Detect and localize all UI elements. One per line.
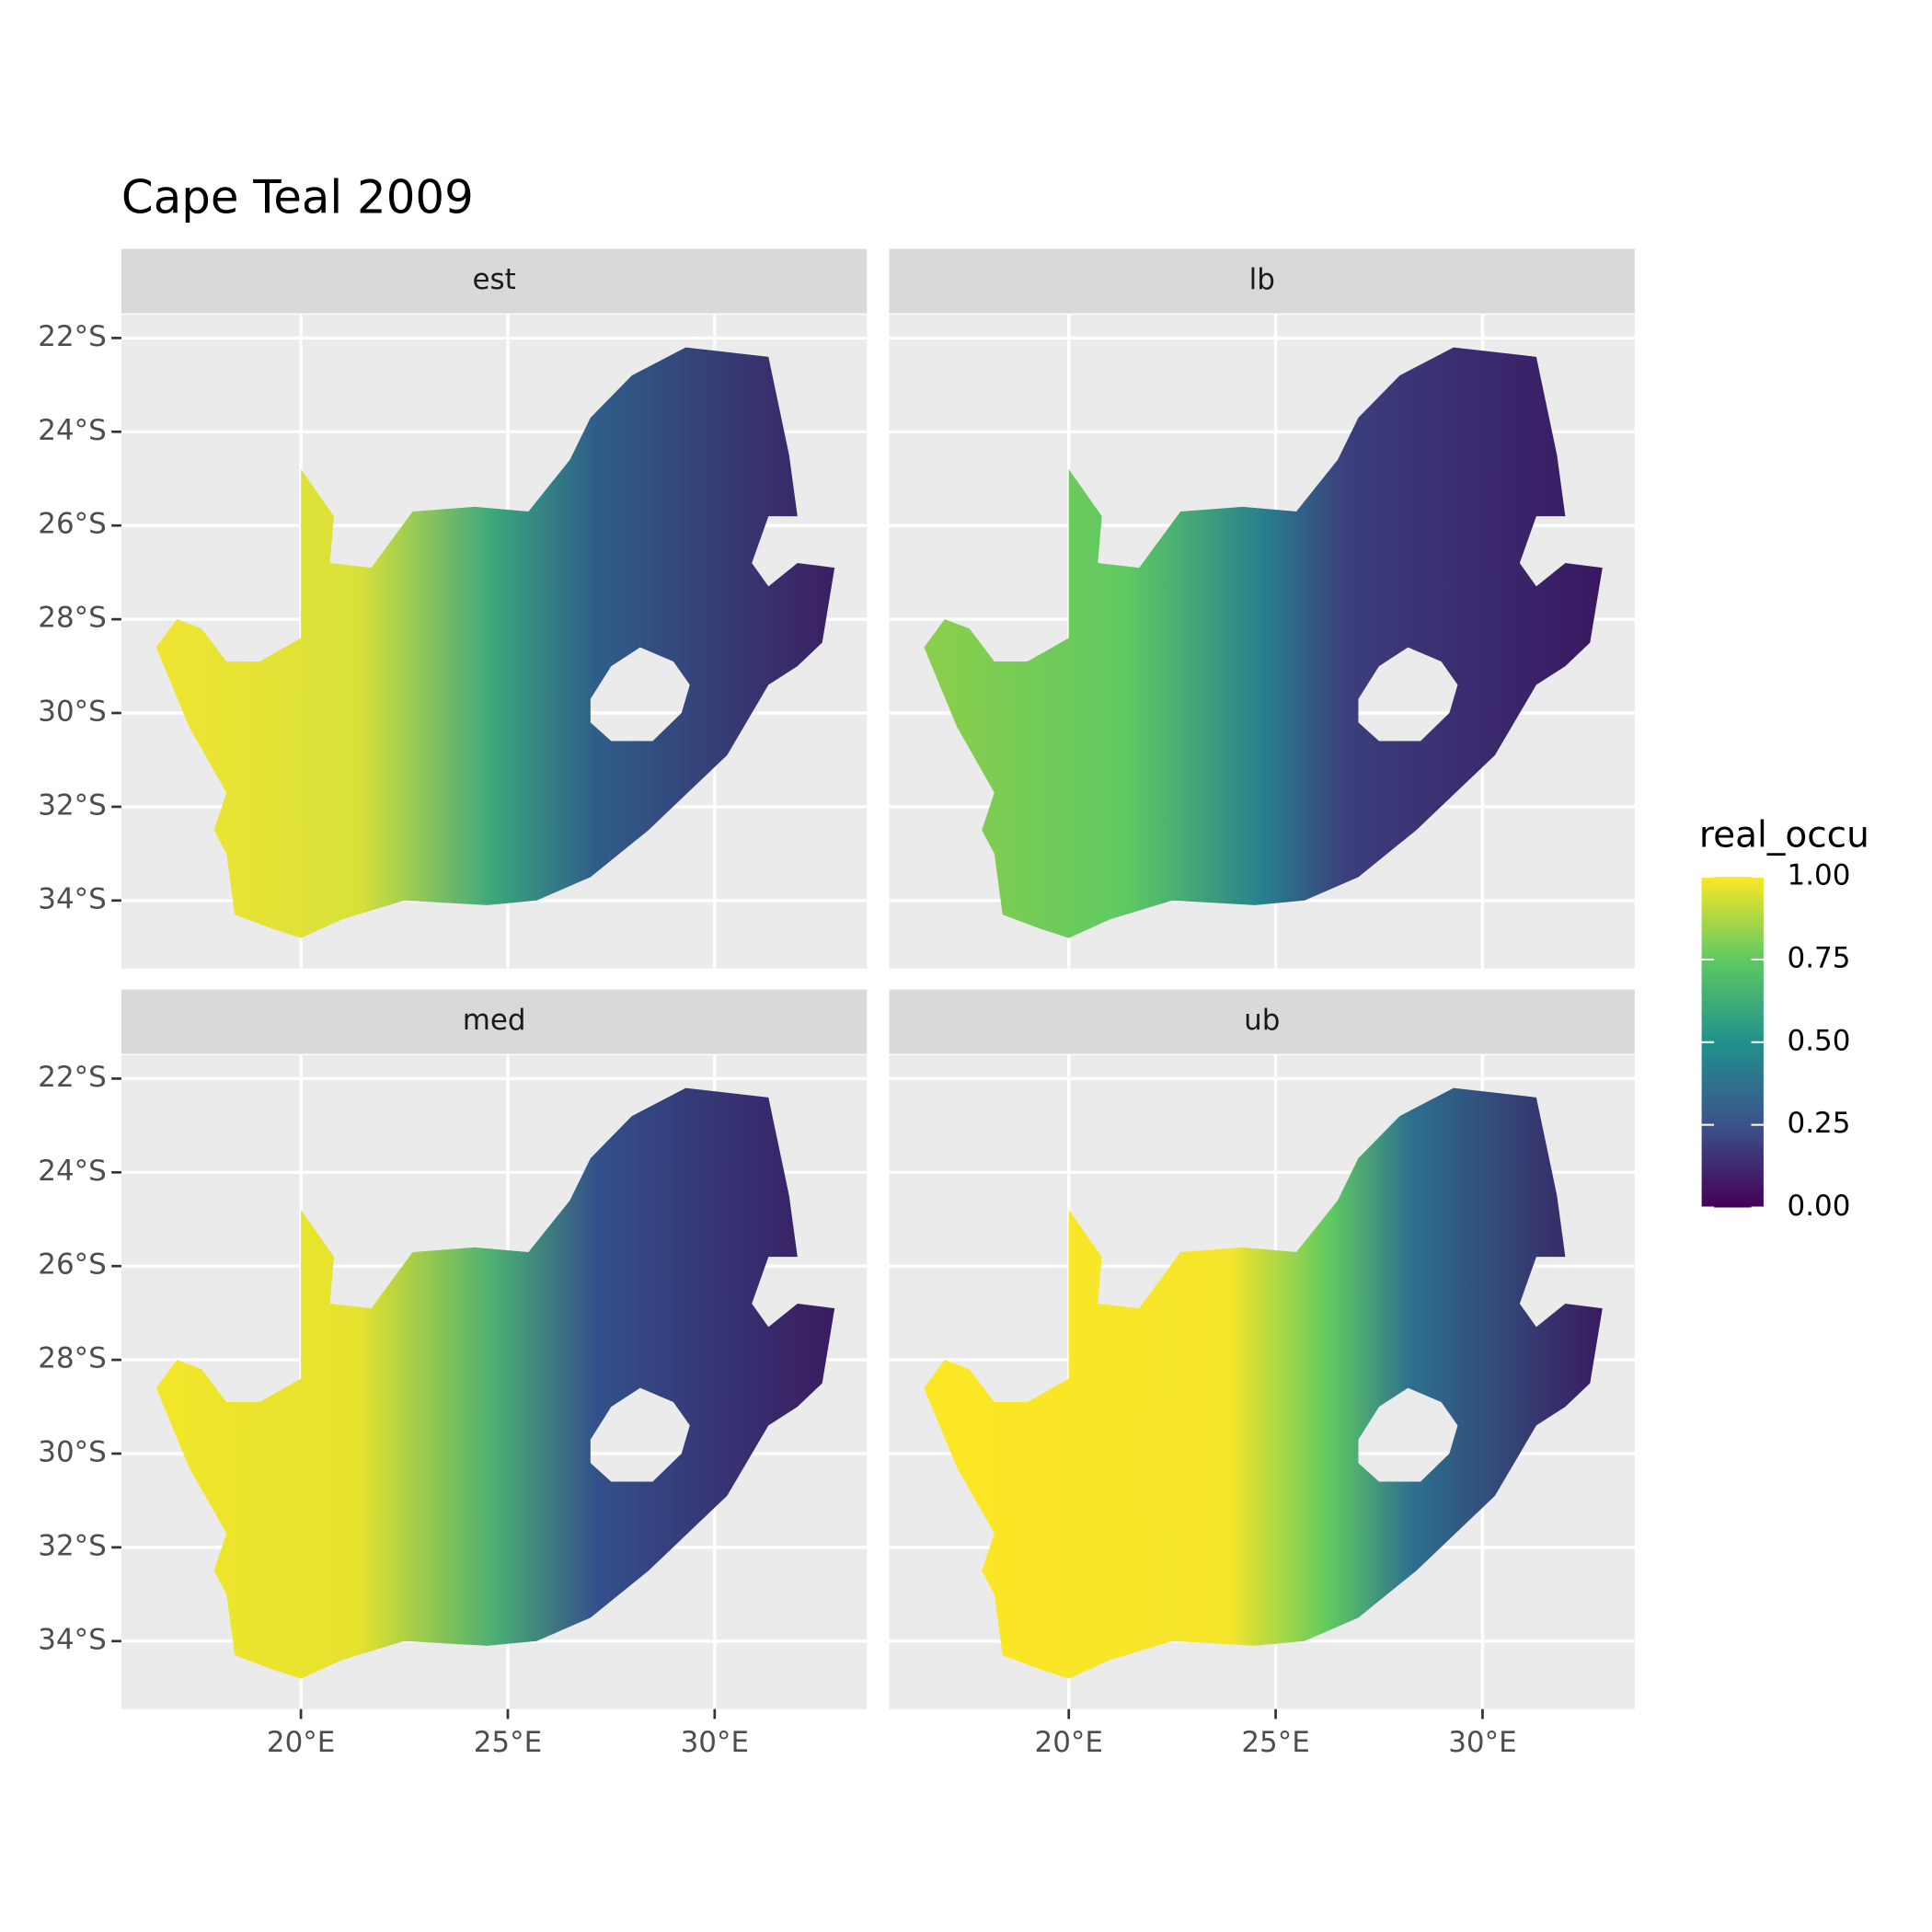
title: Cape Teal 2009 — [121, 171, 474, 224]
y-tick-label: 32°S — [38, 1529, 107, 1562]
x-tick-label: 20°E — [1035, 1726, 1103, 1759]
legend-label: 0.75 — [1788, 941, 1851, 974]
strip-label: est — [472, 263, 515, 296]
strip — [121, 248, 868, 314]
y-tick-label: 28°S — [38, 602, 107, 635]
y-tick-label: 32°S — [38, 788, 107, 822]
y-tick-label: 22°S — [38, 320, 107, 353]
legend-title: real_occu — [1699, 815, 1869, 857]
y-tick-label: 26°S — [38, 508, 107, 541]
x-tick-label: 20°E — [267, 1726, 335, 1759]
x-tick-label: 25°E — [1241, 1726, 1309, 1759]
y-tick-label: 26°S — [38, 1248, 107, 1282]
occupancy-raster — [924, 347, 1603, 938]
x-tick-label: 25°E — [474, 1726, 542, 1759]
strip-label: ub — [1244, 1004, 1280, 1037]
legend-label: 1.00 — [1788, 859, 1851, 892]
y-tick-label: 22°S — [38, 1061, 107, 1094]
y-tick-label: 34°S — [38, 1623, 107, 1656]
y-tick-label: 34°S — [38, 882, 107, 915]
y-tick-label: 30°S — [38, 696, 107, 729]
strip — [889, 248, 1635, 314]
strip — [121, 989, 868, 1054]
legend-label: 0.50 — [1788, 1024, 1851, 1057]
y-tick-label: 24°S — [38, 414, 107, 447]
y-tick-label: 24°S — [38, 1155, 107, 1188]
occupancy-raster — [924, 1087, 1603, 1679]
y-tick-label: 28°S — [38, 1342, 107, 1375]
occupancy-raster — [155, 347, 835, 938]
occupancy-raster — [155, 1087, 835, 1679]
strip — [889, 989, 1635, 1054]
x-tick-label: 30°E — [681, 1726, 749, 1759]
legend-label: 0.25 — [1788, 1107, 1851, 1140]
y-tick-label: 30°S — [38, 1436, 107, 1469]
strip-label: lb — [1249, 263, 1275, 296]
x-tick-label: 30°E — [1448, 1726, 1516, 1759]
legend-label: 0.00 — [1788, 1190, 1851, 1223]
strip-label: med — [463, 1004, 526, 1037]
